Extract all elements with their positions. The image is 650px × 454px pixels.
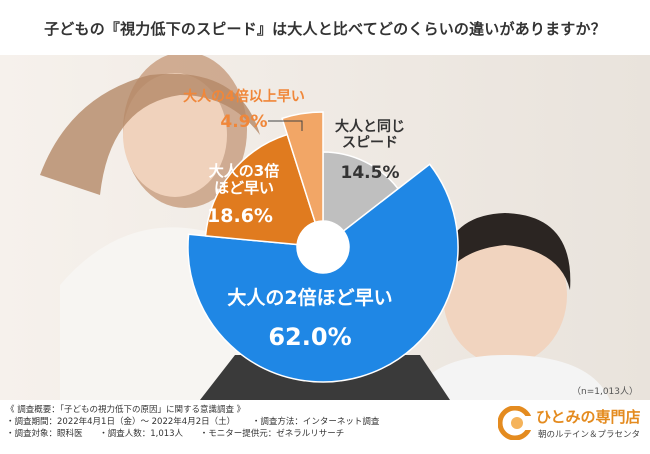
survey-provider: ・モニター提供元：ゼネラルリサーチ (199, 429, 345, 439)
survey-period: ・調査期間：2022年4月1日（金）～ 2022年4月2日（土） (6, 417, 236, 427)
slice-value-0: 14.5% (341, 163, 400, 183)
pie-slice-2 (204, 133, 317, 246)
survey-row-2: ・調査対象：眼科医 ・調査人数：1,013人 ・モニター提供元：ゼネラルリサーチ (6, 428, 393, 440)
survey-method: ・調査方法：インターネット調査 (251, 417, 380, 427)
survey-details: 《 調査概要：「子どもの視力低下の原因」に関する意識調査 》 ・調査期間：202… (6, 404, 393, 440)
brand-subtitle: 朝のルテイン＆プラセンタ (538, 430, 641, 440)
leader-line (268, 120, 303, 131)
slice-value-2: 18.6% (207, 205, 273, 227)
brand-name: ひとみの専門店 (536, 408, 641, 426)
survey-count: ・調査人数：1,013人 (99, 429, 184, 439)
slice-label-0-line-1: スピード (342, 135, 398, 151)
slice-value-3: 4.9% (220, 112, 267, 132)
slice-label-2-line-0: 大人の3倍 (209, 162, 279, 180)
sample-size-note: （n=1,013人） (571, 387, 638, 397)
eye-circle-icon (498, 406, 532, 440)
donut-hole (297, 221, 349, 273)
survey-summary: 《 調査概要：「子どもの視力低下の原因」に関する意識調査 》 (6, 405, 246, 415)
slice-label-2-line-1: ほど早い (214, 179, 274, 197)
chart-title: 子どもの『視力低下のスピード』は大人と比べてどのくらいの違いがありますか？ (44, 20, 606, 38)
survey-target: ・調査対象：眼科医 (6, 429, 83, 439)
slice-label-3-line-0: 大人の4倍以上早い (183, 88, 305, 105)
slice-label-0-line-0: 大人と同じ (335, 118, 405, 135)
slice-label-1-line-0: 大人の2倍ほど早い (227, 286, 392, 309)
survey-row-1: ・調査期間：2022年4月1日（金）～ 2022年4月2日（土） ・調査方法：イ… (6, 416, 393, 428)
slice-value-1: 62.0% (268, 323, 351, 351)
brand-logo: ひとみの専門店 朝のルテイン＆プラセンタ (498, 404, 646, 446)
survey-footer: 《 調査概要：「子どもの視力低下の原因」に関する意識調査 》 ・調査期間：202… (0, 400, 650, 450)
